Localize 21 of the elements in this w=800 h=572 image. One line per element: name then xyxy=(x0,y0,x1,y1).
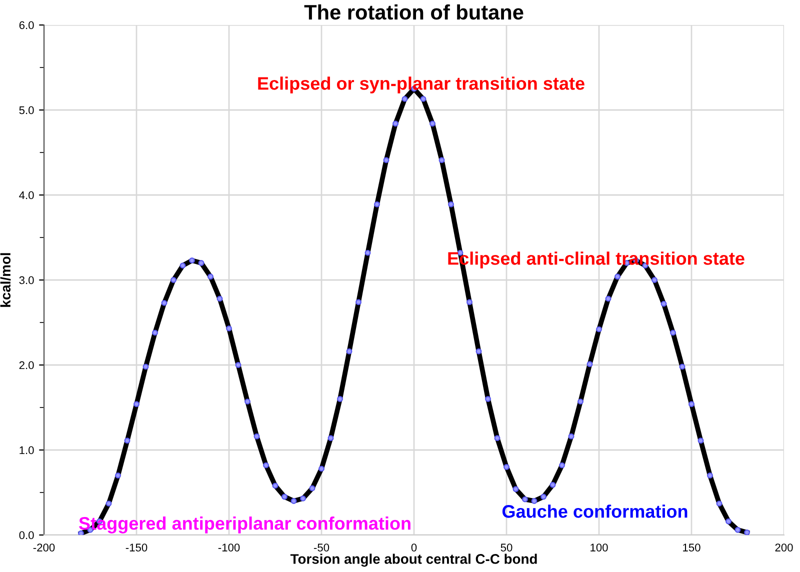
x-tick-label: -200 xyxy=(33,544,55,552)
annotation: Gauche conformation xyxy=(502,504,688,518)
x-tick-label: 50 xyxy=(500,544,512,552)
x-axis-title: Torsion angle about central C-C bond xyxy=(290,554,537,567)
y-tick-label: 2.0 xyxy=(19,361,34,370)
y-tick-label: 5.0 xyxy=(19,106,34,114)
y-tick-label: 6.0 xyxy=(19,21,34,30)
x-tick-label: 100 xyxy=(590,544,608,552)
y-tick-label: 1.0 xyxy=(20,446,34,454)
chart-title: The rotation of butane xyxy=(304,4,524,20)
y-tick-label: 3.0 xyxy=(19,276,34,284)
x-tick-label: 150 xyxy=(683,544,700,552)
x-tick-label: -100 xyxy=(218,544,240,552)
y-tick-label: 4.0 xyxy=(19,191,34,200)
x-tick-label: 200 xyxy=(775,544,793,552)
x-tick-label: -150 xyxy=(126,544,148,552)
x-tick-label: -50 xyxy=(314,544,330,552)
y-tick-label: 0.0 xyxy=(19,531,34,540)
annotation: Eclipsed or syn-planar transition state xyxy=(258,76,584,94)
y-axis-title: kcal/mol xyxy=(0,253,11,307)
x-tick-label: 0 xyxy=(411,544,417,552)
